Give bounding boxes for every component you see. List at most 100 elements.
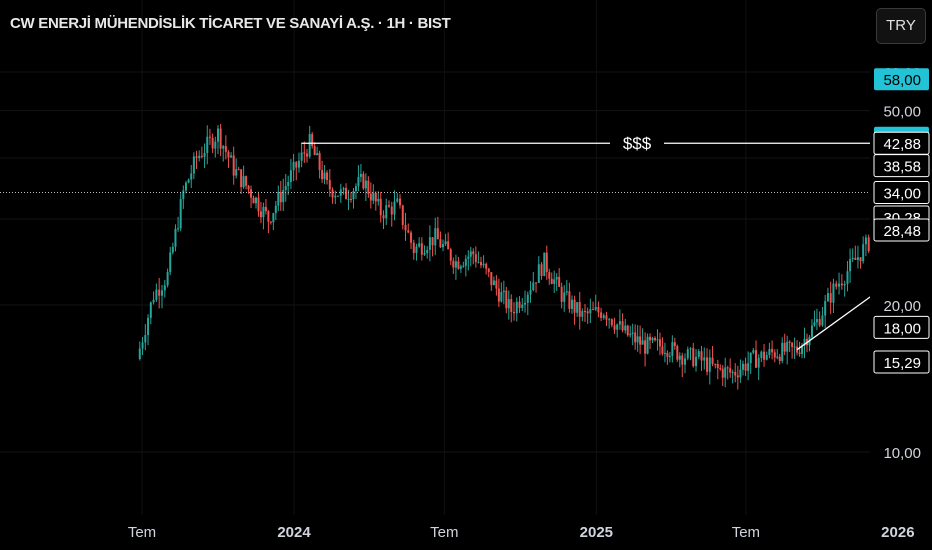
candle-body — [300, 152, 303, 161]
candle-body — [306, 153, 309, 157]
candle-body — [464, 258, 467, 266]
candle-body — [250, 189, 253, 198]
candle-body — [367, 180, 370, 194]
candle-body — [781, 342, 784, 361]
currency-button[interactable]: TRY — [876, 8, 926, 44]
candle-body — [282, 190, 285, 203]
candle-body — [198, 155, 201, 159]
candle-body — [431, 237, 434, 246]
candle-body — [439, 239, 442, 248]
candle-body — [760, 351, 763, 358]
candle-body — [864, 237, 867, 245]
candle-body — [689, 348, 692, 350]
candle-body — [608, 319, 611, 321]
candle-body — [763, 351, 766, 360]
candle-body — [200, 155, 203, 157]
candle-body — [749, 352, 752, 364]
candle-body — [654, 337, 656, 341]
candle-body — [594, 307, 597, 310]
candle-body — [521, 304, 524, 308]
candle-body — [149, 302, 152, 318]
candle-body — [257, 197, 260, 212]
candle-body — [747, 363, 750, 371]
candle-body — [716, 364, 719, 368]
candle-body — [407, 230, 410, 233]
candle-body — [420, 243, 423, 255]
candle-body — [316, 153, 319, 156]
candle-body — [442, 244, 445, 248]
candle-body — [838, 283, 841, 287]
candle-body — [681, 355, 684, 365]
candle-body — [849, 259, 852, 272]
price-tag-label: 28,48 — [883, 223, 921, 240]
price-axis — [870, 0, 932, 550]
candle-body — [565, 291, 568, 293]
candle-body — [141, 342, 144, 349]
candle-body — [597, 307, 600, 313]
candle-body — [284, 185, 287, 191]
candle-body — [510, 299, 513, 313]
candle-body — [264, 206, 267, 212]
candle-body — [247, 185, 250, 190]
x-tick-label: 2025 — [580, 524, 613, 541]
candle-body — [326, 172, 329, 181]
candle-body — [219, 128, 222, 149]
candle-body — [731, 371, 734, 373]
candle-body — [224, 146, 227, 152]
candle-body — [187, 179, 190, 183]
candle-body — [482, 263, 485, 266]
candle-body — [835, 283, 838, 287]
candle-body — [629, 333, 632, 336]
candle-body — [262, 206, 265, 218]
candle-body — [184, 182, 187, 191]
candle-body — [700, 351, 703, 361]
candle-body — [651, 337, 654, 341]
candle-body — [497, 288, 500, 302]
level-label: $$$ — [623, 134, 652, 153]
candle-body — [350, 199, 352, 201]
candle-body — [550, 278, 553, 284]
candle-body — [502, 290, 505, 292]
candle-body — [636, 336, 639, 343]
candle-body — [678, 355, 681, 360]
candle-body — [382, 215, 385, 219]
price-tag-label: 18,00 — [883, 320, 921, 337]
candle-body — [649, 336, 652, 341]
price-tag — [873, 350, 930, 374]
candle-body — [537, 264, 540, 283]
candle-body — [487, 268, 490, 273]
candle-body — [505, 290, 508, 309]
candle-body — [613, 325, 616, 330]
candle-body — [829, 293, 832, 303]
candle-body — [454, 261, 457, 268]
candle-body — [337, 195, 340, 197]
candle-body — [287, 181, 290, 186]
candle-body — [160, 290, 163, 296]
candle-body — [558, 276, 561, 287]
candle-body — [259, 211, 262, 218]
candle-body — [573, 299, 576, 313]
candle-body — [719, 367, 722, 369]
candle-body — [711, 357, 714, 364]
candle-body — [676, 346, 679, 360]
candle-body — [297, 160, 300, 168]
candle-body — [555, 276, 558, 280]
candle-body — [626, 325, 629, 336]
candle-body — [786, 341, 789, 352]
candle-body — [507, 299, 510, 309]
candle-body — [328, 180, 331, 190]
candle-body — [169, 252, 172, 273]
candle-body — [190, 173, 193, 180]
candle-body — [736, 375, 739, 378]
candle-body — [668, 355, 671, 357]
candle-body — [444, 241, 447, 245]
candle-body — [399, 198, 402, 206]
candle-body — [773, 352, 776, 358]
price-tag-label: 42,88 — [883, 136, 921, 153]
candle-body — [532, 282, 535, 291]
candle-body — [374, 192, 377, 202]
candle-body — [548, 271, 551, 279]
candle-body — [518, 301, 521, 308]
